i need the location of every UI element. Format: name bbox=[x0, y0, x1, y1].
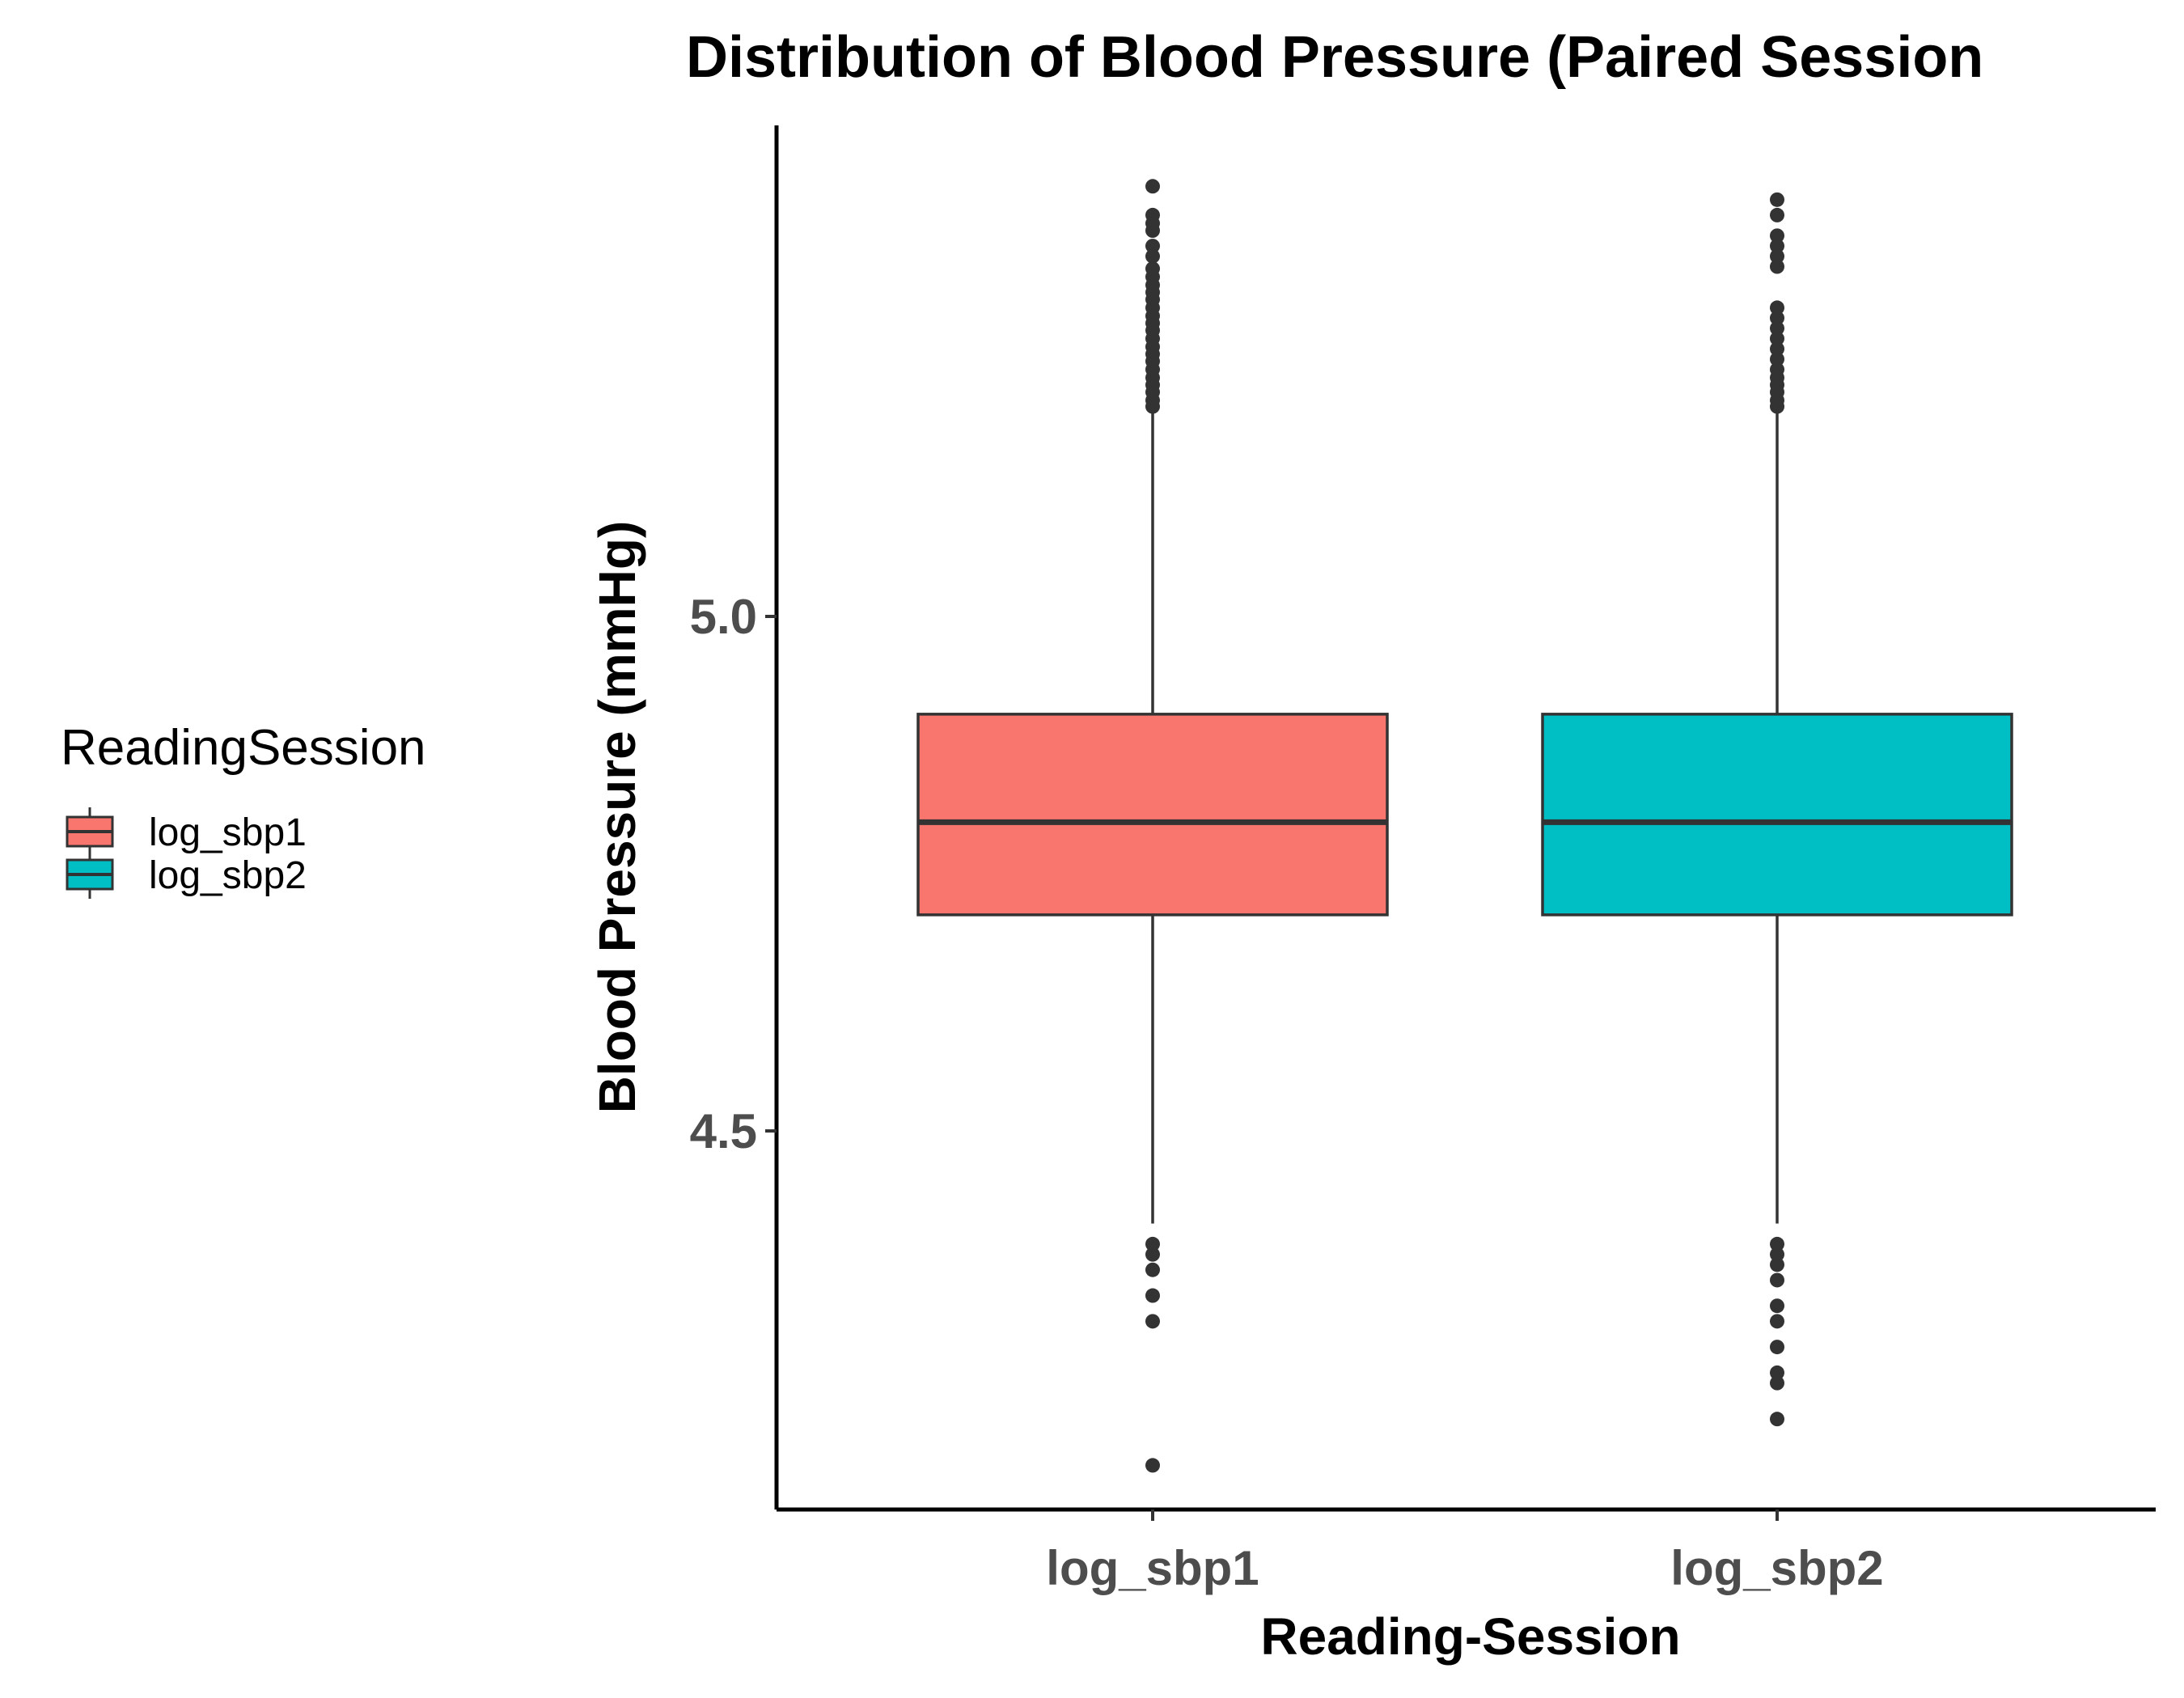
outlier-point bbox=[1770, 341, 1784, 357]
legend-label: log_sbp2 bbox=[149, 854, 307, 897]
outlier-point bbox=[1145, 179, 1160, 194]
outlier-point bbox=[1145, 1458, 1160, 1473]
outlier-point bbox=[1145, 1262, 1160, 1277]
x-tick-label: log_sbp1 bbox=[1046, 1541, 1259, 1595]
outlier-point bbox=[1770, 331, 1784, 346]
legend-label: log_sbp1 bbox=[149, 811, 307, 854]
y-axis-title: Blood Pressure (mmHg) bbox=[588, 521, 646, 1114]
x-tick-label: log_sbp2 bbox=[1670, 1541, 1883, 1595]
iqr-box bbox=[1541, 713, 2013, 917]
iqr-box bbox=[916, 713, 1389, 917]
outlier-point bbox=[1770, 1365, 1784, 1380]
outlier-point bbox=[1145, 1247, 1160, 1262]
outlier-point bbox=[1770, 1375, 1784, 1391]
box-log_sbp2 bbox=[1541, 192, 2013, 1427]
outlier-point bbox=[1770, 300, 1784, 315]
outlier-point bbox=[1770, 248, 1784, 264]
outlier-point bbox=[1145, 1236, 1160, 1251]
outlier-point bbox=[1770, 1247, 1784, 1262]
outlier-point bbox=[1145, 239, 1160, 254]
outlier-point bbox=[1145, 223, 1160, 238]
y-tick-label: 4.5 bbox=[690, 1104, 757, 1158]
outlier-point bbox=[1770, 1257, 1784, 1272]
legend-key-log_sbp2: log_sbp2 bbox=[66, 850, 307, 899]
box-log_sbp1 bbox=[916, 179, 1389, 1473]
boxes-layer bbox=[916, 179, 2013, 1473]
plot-area: 4.5 5.0 log_sbp1 log_sbp2 bbox=[690, 125, 2156, 1595]
outlier-point bbox=[1770, 228, 1784, 243]
outlier-point bbox=[1770, 320, 1784, 336]
legend-title: ReadingSession bbox=[61, 720, 426, 776]
outlier-point bbox=[1770, 239, 1784, 254]
outlier-point bbox=[1145, 1314, 1160, 1329]
outlier-point bbox=[1770, 1412, 1784, 1427]
outlier-point bbox=[1770, 192, 1784, 207]
outlier-point bbox=[1770, 1314, 1784, 1329]
outlier-point bbox=[1770, 207, 1784, 222]
outlier-point bbox=[1770, 399, 1784, 414]
x-ticks: log_sbp1 log_sbp2 bbox=[1046, 1510, 1884, 1595]
outlier-point bbox=[1770, 311, 1784, 326]
y-tick-label: 5.0 bbox=[690, 590, 757, 644]
legend-key-log_sbp1: log_sbp1 bbox=[66, 807, 307, 856]
chart-title: Distribution of Blood Pressure (Paired S… bbox=[686, 25, 1983, 90]
outlier-point bbox=[1770, 1236, 1784, 1251]
x-axis-title: Reading-Session bbox=[1260, 1607, 1680, 1666]
outlier-point bbox=[1770, 1272, 1784, 1288]
outlier-point bbox=[1145, 1288, 1160, 1303]
outlier-point bbox=[1145, 399, 1160, 414]
outlier-point bbox=[1145, 248, 1160, 264]
outlier-point bbox=[1770, 259, 1784, 274]
outlier-point bbox=[1770, 1340, 1784, 1355]
y-ticks: 4.5 5.0 bbox=[690, 590, 777, 1158]
outlier-point bbox=[1770, 352, 1784, 366]
outlier-point bbox=[1770, 1298, 1784, 1314]
